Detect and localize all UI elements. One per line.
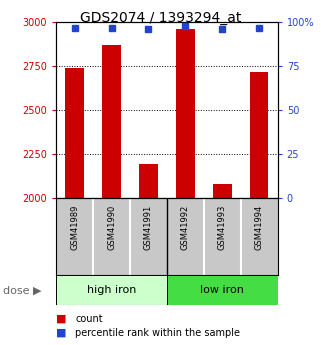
Text: GSM41990: GSM41990 — [107, 204, 116, 249]
Text: GSM41991: GSM41991 — [144, 204, 153, 249]
Text: GSM41994: GSM41994 — [255, 204, 264, 249]
Text: ■: ■ — [56, 314, 67, 324]
Bar — [56, 275, 167, 305]
Bar — [65, 68, 84, 198]
Text: dose ▶: dose ▶ — [3, 285, 42, 295]
Bar — [176, 29, 195, 198]
Text: count: count — [75, 314, 103, 324]
Text: GSM41992: GSM41992 — [181, 204, 190, 249]
Bar — [139, 164, 158, 198]
Text: GDS2074 / 1393294_at: GDS2074 / 1393294_at — [80, 11, 241, 25]
Bar — [250, 72, 268, 198]
Text: ■: ■ — [56, 328, 67, 338]
Text: GSM41993: GSM41993 — [218, 204, 227, 250]
Text: high iron: high iron — [87, 285, 136, 295]
Bar — [167, 275, 278, 305]
Text: GSM41989: GSM41989 — [70, 204, 79, 250]
Text: percentile rank within the sample: percentile rank within the sample — [75, 328, 240, 338]
Bar — [102, 45, 121, 198]
Text: low iron: low iron — [200, 285, 244, 295]
Bar — [213, 184, 231, 198]
